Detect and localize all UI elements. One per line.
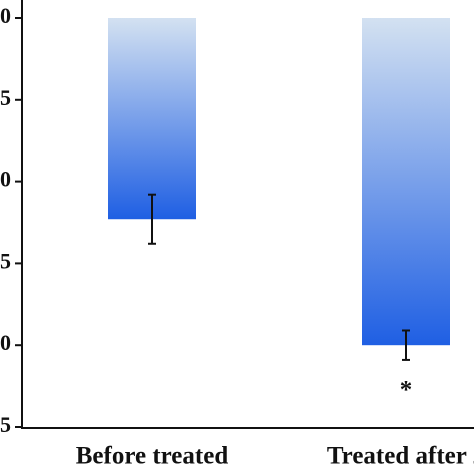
y-tick-label: 0 (0, 330, 11, 355)
annotation: * (400, 377, 413, 404)
error-bar (402, 329, 410, 361)
bar (362, 18, 450, 346)
y-tick-label: 0 (0, 167, 11, 192)
x-tick-label: Treated after 2 (327, 443, 474, 470)
y-tick-label: 5 (0, 248, 11, 273)
y-tick-label: 0 (0, 3, 11, 28)
error-bar (148, 193, 156, 245)
y-tick-label: 5 (0, 412, 11, 437)
x-tick-label: Before treated (76, 443, 229, 470)
y-tick-label: 5 (0, 85, 11, 110)
bar (108, 18, 196, 220)
